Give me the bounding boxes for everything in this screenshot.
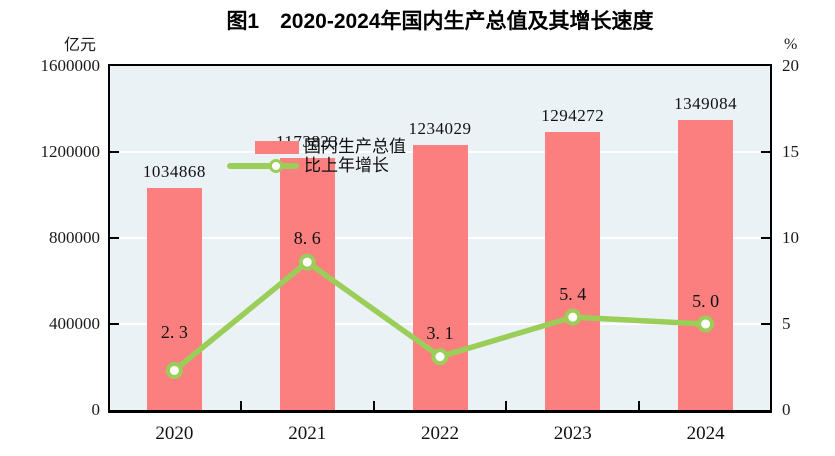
y-tick-label-right: 15	[782, 142, 799, 161]
bar-value-label-2023: 1294272	[541, 105, 605, 125]
x-tick-mark	[638, 401, 641, 410]
legend-line-swatch	[227, 163, 299, 169]
y-tick-label-left: 400000	[49, 314, 100, 333]
x-tick-label-2020: 2020	[155, 423, 194, 444]
bar-value-label-2022: 1234029	[408, 118, 472, 138]
x-tick-mark	[372, 401, 375, 410]
x-tick-mark	[239, 401, 242, 410]
chart-title: 图1 2020-2024年国内生产总值及其增长速度	[226, 10, 654, 33]
bar-2023	[545, 131, 601, 410]
line-marker-2021	[298, 253, 316, 271]
x-tick-label-2022: 2022	[421, 423, 459, 444]
legend-line-marker-icon	[269, 159, 283, 173]
y-tick-label-right: 5	[782, 314, 791, 333]
bar-value-label-2020: 1034868	[142, 161, 206, 181]
line-marker-2020	[165, 361, 183, 379]
y-tick-mark-right	[761, 151, 770, 153]
y-tick-label-left: 800000	[49, 228, 100, 247]
legend-item-gdp-label: 国内生产总值	[304, 137, 406, 156]
bar-value-label-2024: 1349084	[674, 93, 738, 113]
bar-2022	[412, 144, 468, 410]
x-tick-label-2021: 2021	[288, 423, 327, 444]
growth-line	[165, 253, 715, 379]
x-tick-label-2023: 2023	[553, 423, 592, 444]
y-tick-mark-left	[110, 237, 119, 239]
x-tick-label-2024: 2024	[686, 423, 725, 444]
y-tick-label-left: 1600000	[40, 56, 101, 75]
growth-value-label-2022: 3. 1	[426, 322, 454, 343]
y-tick-label-left: 0	[91, 400, 101, 419]
y-tick-label-right: 20	[782, 56, 799, 75]
y-tick-label-left: 1200000	[40, 142, 101, 161]
y-tick-mark-left	[110, 323, 119, 325]
growth-value-label-2020: 2. 3	[160, 322, 188, 343]
y-tick-label-right: 0	[782, 400, 791, 419]
line-marker-2024	[697, 315, 715, 333]
growth-value-label-2023: 5. 4	[559, 284, 587, 305]
line-marker-2023	[564, 308, 582, 326]
y-tick-mark-left	[110, 151, 119, 153]
bar-2024	[678, 119, 734, 410]
plot-area: 国内生产总值 比上年增长	[108, 64, 772, 413]
legend-bar-swatch	[255, 141, 299, 154]
y-tick-label-right: 10	[782, 228, 799, 247]
x-tick-mark	[505, 401, 508, 410]
y-tick-mark-right	[761, 323, 770, 325]
growth-value-label-2024: 5. 0	[692, 291, 720, 311]
y-tick-mark-right	[761, 237, 770, 239]
line-marker-2022	[431, 348, 449, 366]
growth-value-label-2021: 8. 6	[293, 228, 321, 249]
legend-item-growth-label: 比上年增长	[304, 156, 389, 175]
y-axis-unit-right: %	[784, 36, 798, 53]
bar-2021	[279, 157, 335, 410]
y-axis-unit-left: 亿元	[63, 37, 96, 54]
